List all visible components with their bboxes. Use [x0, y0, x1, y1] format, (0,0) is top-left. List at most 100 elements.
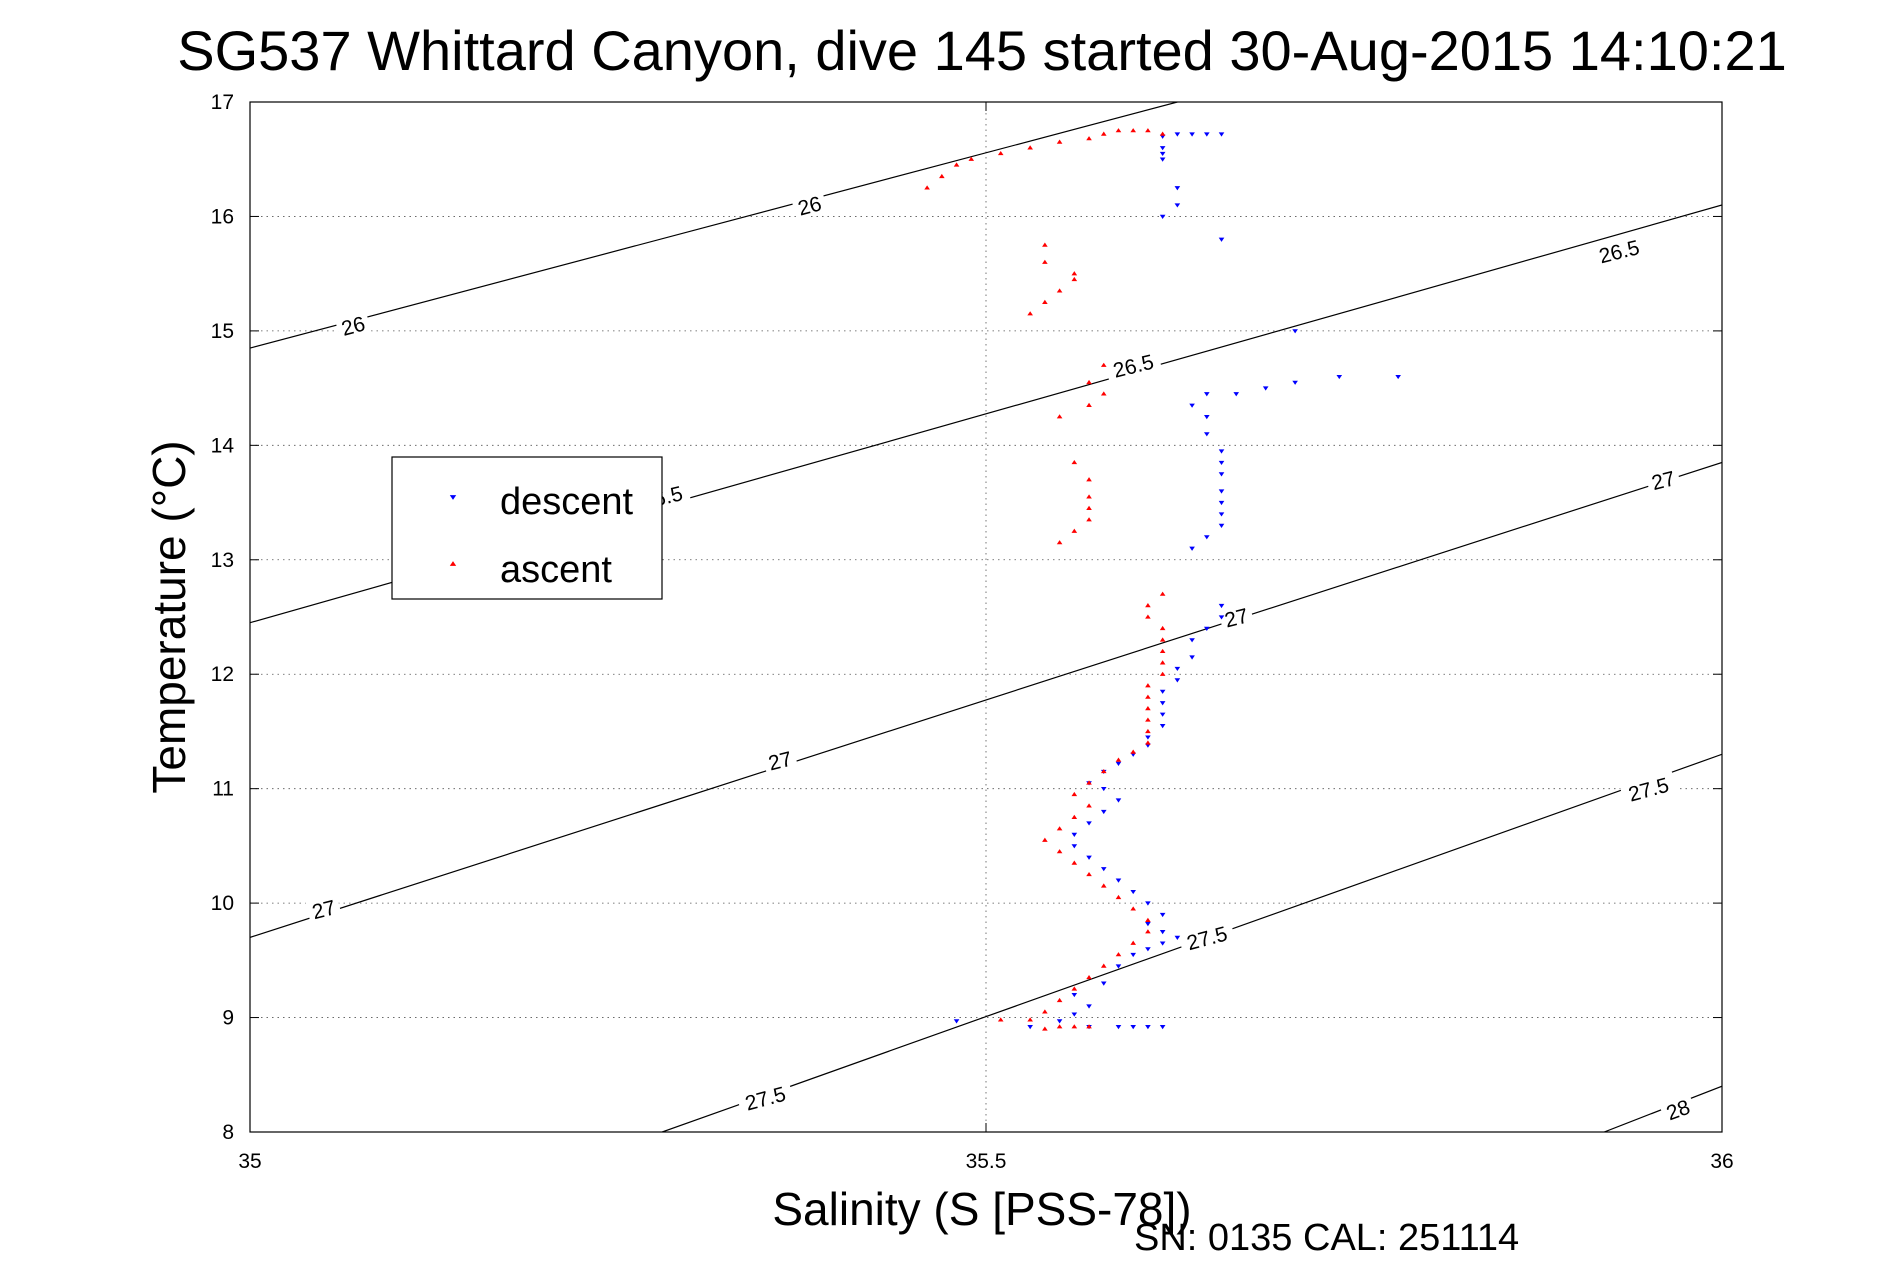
- descent-point: [1145, 735, 1151, 740]
- ascent-point: [1100, 883, 1107, 888]
- y-tick-label: 16: [211, 205, 234, 228]
- contour-label-group: 27.5: [735, 1078, 795, 1116]
- ascent-point: [1145, 740, 1151, 745]
- ascent-point: [939, 173, 945, 179]
- x-axis-label: Salinity (S [PSS-78]): [772, 1183, 1191, 1235]
- descent-point: [1159, 1025, 1166, 1030]
- descent-point: [1218, 615, 1225, 620]
- descent-point: [1071, 832, 1078, 837]
- ascent-point: [997, 150, 1004, 156]
- contour-label-background: [1644, 463, 1682, 495]
- ascent-point: [1056, 849, 1063, 854]
- descent-point: [1233, 392, 1240, 397]
- contour-label: 27: [1649, 467, 1677, 495]
- descent-point: [1159, 941, 1166, 946]
- descent-point: [1159, 146, 1166, 151]
- ascent-point: [1056, 139, 1063, 144]
- descent-point: [1159, 151, 1166, 157]
- ascent-point: [1100, 963, 1107, 968]
- x-tick-label: 35: [238, 1150, 261, 1173]
- legend-ascent-marker: [449, 561, 457, 566]
- descent-point: [1071, 992, 1078, 998]
- ascent-point: [1159, 660, 1166, 665]
- descent-point: [1159, 214, 1166, 219]
- legend-ascent-label: ascent: [500, 549, 612, 591]
- contour-label: 26.5: [1111, 351, 1156, 383]
- descent-point: [1204, 432, 1210, 437]
- descent-point: [1145, 1025, 1151, 1030]
- x-tick-label: 36: [1710, 1150, 1733, 1173]
- ascent-point: [1159, 625, 1166, 631]
- ascent-point: [997, 1017, 1004, 1022]
- y-tick-label: 10: [211, 892, 234, 915]
- ascent-point: [1159, 671, 1166, 676]
- ascent-point: [1071, 791, 1078, 797]
- descent-point: [1292, 380, 1298, 385]
- chart-title: SG537 Whittard Canyon, dive 145 started …: [177, 19, 1786, 82]
- contour-label: 27.5: [1184, 922, 1229, 955]
- contour-label-background: [1589, 231, 1648, 269]
- descent-point: [1115, 1025, 1122, 1030]
- contour-label-group: 27: [304, 892, 342, 924]
- ascent-point: [1115, 952, 1122, 957]
- descent-point: [1115, 798, 1122, 803]
- descent-point: [1145, 922, 1151, 927]
- contour-label-background: [1177, 917, 1236, 956]
- descent-point: [1145, 901, 1151, 906]
- ascent-point: [1100, 131, 1107, 136]
- descent-point: [1336, 374, 1343, 380]
- ascent-point: [1159, 591, 1166, 596]
- descent-point: [1174, 666, 1181, 672]
- ascent-point: [1086, 780, 1092, 785]
- descent-point: [1174, 132, 1181, 137]
- descent-point: [1115, 878, 1122, 883]
- ascent-point: [1145, 603, 1151, 608]
- ascent-point: [924, 185, 930, 190]
- descent-point: [1159, 912, 1166, 918]
- contour-label-background: [790, 188, 828, 220]
- descent-point: [1174, 186, 1181, 191]
- contour-label-group: 26: [334, 308, 372, 341]
- ascent-point: [1130, 749, 1136, 754]
- ascent-point: [1056, 288, 1063, 293]
- descent-point: [1292, 329, 1298, 334]
- ascent-point: [1056, 414, 1063, 419]
- ascent-point: [1071, 860, 1078, 865]
- contour-label: 27.5: [743, 1083, 788, 1116]
- ascent-point: [1086, 1024, 1092, 1029]
- y-tick-label: 11: [212, 778, 234, 801]
- descent-point: [1218, 449, 1225, 454]
- contour-label: 27: [310, 896, 338, 924]
- descent-point: [1027, 1025, 1033, 1030]
- ascent-point: [1027, 1017, 1033, 1022]
- ascent-point: [1145, 128, 1151, 133]
- descent-point: [1218, 489, 1225, 494]
- ascent-point: [1130, 940, 1136, 945]
- ascent-point: [968, 156, 975, 161]
- descent-point: [1145, 947, 1151, 952]
- ascent-point: [1159, 648, 1166, 654]
- descent-point: [1218, 603, 1225, 609]
- ascent-point: [1145, 728, 1151, 734]
- ascent-point: [1086, 505, 1092, 510]
- descent-point: [1204, 132, 1210, 137]
- descent-point: [1189, 132, 1195, 137]
- ascent-point: [1071, 814, 1078, 819]
- contour-label-group: 26.5: [1103, 346, 1163, 383]
- contour-label-background: [1618, 769, 1678, 807]
- y-tick-label: 9: [222, 1007, 234, 1030]
- descent-point: [953, 1019, 960, 1024]
- ascent-point: [1027, 311, 1033, 316]
- ascent-point: [1145, 929, 1151, 934]
- ascent-point: [1086, 974, 1092, 980]
- legend: descent ascent: [391, 456, 663, 600]
- ascent-point: [1159, 131, 1166, 136]
- contour-label-background: [735, 1078, 795, 1116]
- ascent-point: [1115, 757, 1122, 762]
- contour-label-background: [304, 892, 342, 924]
- descent-point: [1100, 809, 1107, 815]
- ascent-point: [1086, 477, 1092, 482]
- descent-point: [1159, 930, 1166, 935]
